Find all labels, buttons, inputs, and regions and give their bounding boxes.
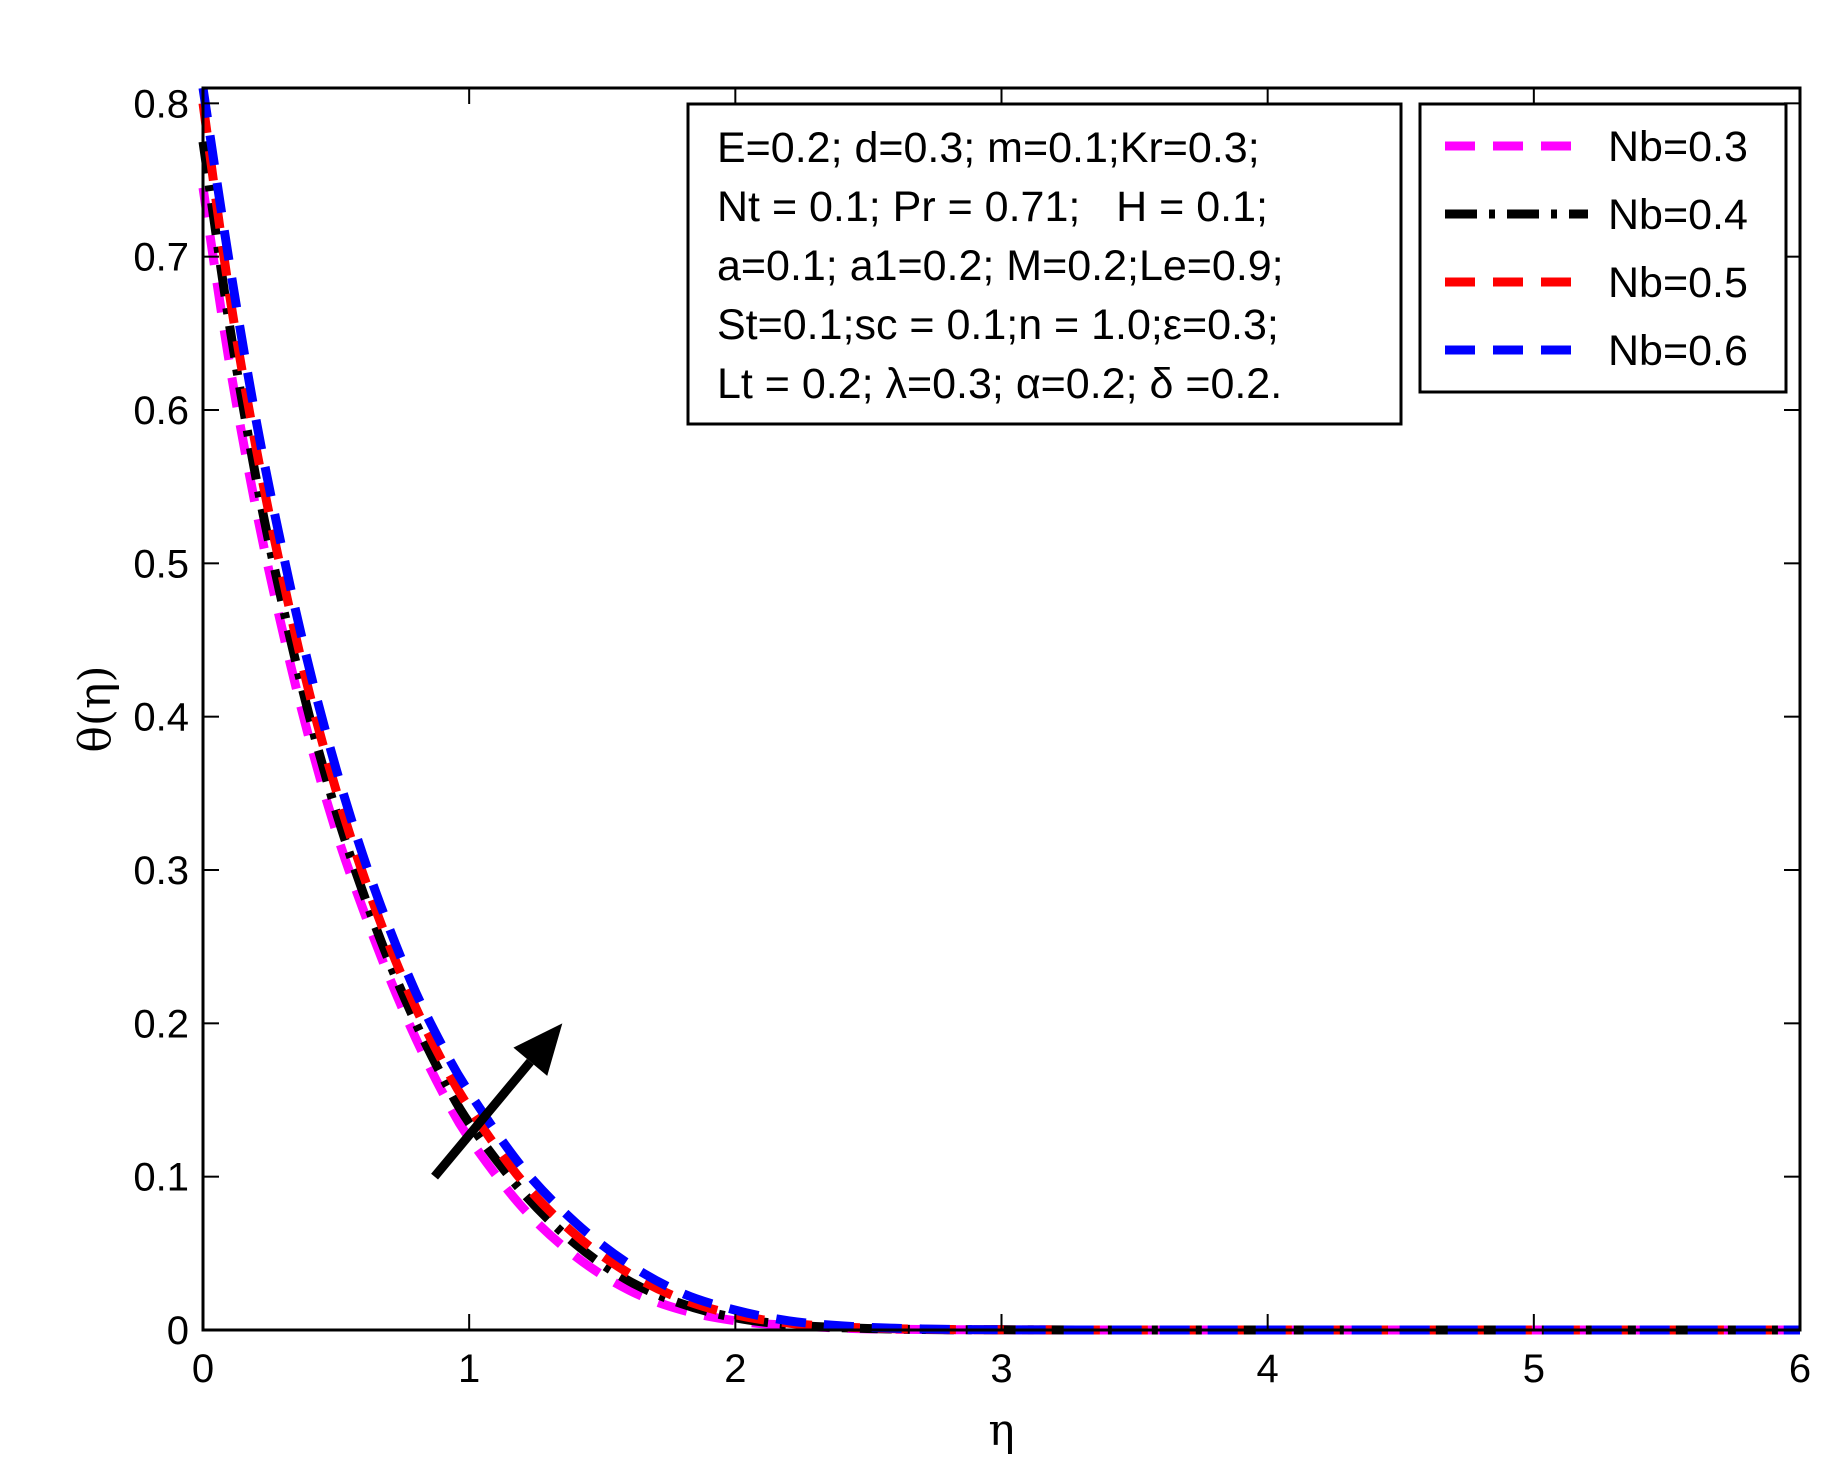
y-tick-label: 0.6 bbox=[133, 389, 189, 433]
y-tick-label: 0.3 bbox=[133, 849, 189, 893]
legend-label: Nb=0.4 bbox=[1608, 191, 1748, 239]
x-tick-label: 2 bbox=[724, 1347, 746, 1391]
series-line-nb-0-6 bbox=[198, 87, 1800, 1335]
y-tick-label: 0.2 bbox=[133, 1002, 189, 1046]
x-tick-label: 3 bbox=[990, 1347, 1012, 1391]
x-tick-label: 4 bbox=[1257, 1347, 1279, 1391]
y-tick-label: 0.8 bbox=[133, 82, 189, 126]
x-axis-label: η bbox=[988, 1405, 1014, 1456]
parameter-line: a=0.1; a1=0.2; M=0.2;Le=0.9; bbox=[717, 242, 1284, 290]
series-line-nb-0-5 bbox=[198, 102, 1800, 1335]
legend-label: Nb=0.5 bbox=[1608, 259, 1748, 307]
parameter-line: Nt = 0.1; Pr = 0.71; H = 0.1; bbox=[717, 183, 1268, 231]
legend-box bbox=[1418, 102, 1788, 394]
x-tick-label: 0 bbox=[192, 1347, 214, 1391]
y-tick-label: 0.4 bbox=[133, 696, 189, 740]
parameter-line: Lt = 0.2; λ=0.3; α=0.2; δ =0.2. bbox=[717, 360, 1282, 408]
y-tick-label: 0 bbox=[167, 1309, 189, 1353]
y-tick-label: 0.1 bbox=[133, 1156, 189, 1200]
axis-tick-labels: 0 1 2 3 4 5 6 0 0.1 0.2 0.3 0.4 0.5 0.6 0.7 0.8 bbox=[133, 82, 1811, 1391]
arrow-shaft bbox=[431, 1058, 534, 1180]
x-tick-label: 1 bbox=[458, 1347, 480, 1391]
legend: Nb=0.3 Nb=0.4 Nb=0.5 Nb=0.6 bbox=[1418, 102, 1788, 394]
legend-label: Nb=0.3 bbox=[1608, 123, 1748, 171]
parameter-line: E=0.2; d=0.3; m=0.1;Kr=0.3; bbox=[717, 124, 1260, 172]
legend-label: Nb=0.6 bbox=[1608, 327, 1748, 375]
parameters-box-border bbox=[686, 102, 1403, 426]
x-tick-label: 5 bbox=[1523, 1347, 1545, 1391]
y-axis-label: θ(η) bbox=[70, 665, 121, 752]
trend-arrow bbox=[431, 1023, 563, 1180]
x-tick-label: 6 bbox=[1789, 1347, 1811, 1391]
parameter-line: St=0.1;sc = 0.1;n = 1.0;ε=0.3; bbox=[717, 301, 1279, 349]
y-tick-label: 0.5 bbox=[133, 542, 189, 586]
arrow-head bbox=[513, 1023, 563, 1076]
parameters-box: E=0.2; d=0.3; m=0.1;Kr=0.3; Nt = 0.1; Pr … bbox=[686, 102, 1403, 426]
y-tick-label: 0.7 bbox=[133, 236, 189, 280]
